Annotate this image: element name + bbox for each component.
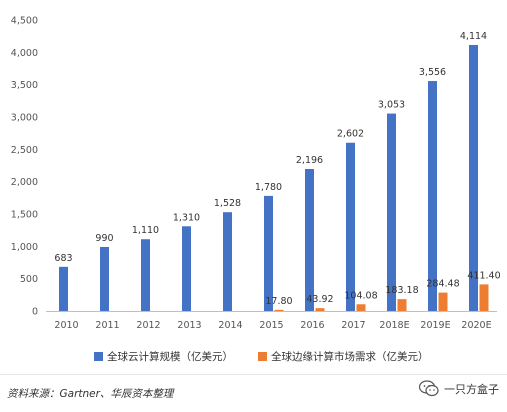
data-label-edge: 183.18 bbox=[385, 285, 418, 296]
x-tick-label: 2011 bbox=[95, 320, 119, 331]
data-labels: 683 990 1,110 1,310 1,528 1,780 17.80 2,196 43.9… bbox=[54, 31, 500, 307]
bar-edge bbox=[315, 308, 325, 311]
data-label-cloud: 4,114 bbox=[460, 31, 487, 42]
y-tick-label: 4,000 bbox=[11, 48, 38, 59]
bar-cloud bbox=[469, 44, 478, 311]
bar-cloud bbox=[59, 266, 68, 311]
bar-cloud bbox=[100, 246, 109, 311]
bars bbox=[59, 44, 489, 312]
data-label-cloud: 990 bbox=[95, 233, 113, 244]
data-label-edge: 17.80 bbox=[265, 296, 292, 307]
bar-cloud bbox=[141, 239, 150, 311]
x-tick-label: 2014 bbox=[218, 320, 242, 331]
wechat-badge: 一只方盒子 bbox=[419, 380, 499, 397]
y-tick-label: 2,000 bbox=[11, 177, 38, 188]
x-tick-label: 2017 bbox=[341, 320, 365, 331]
data-label-edge: 411.40 bbox=[467, 270, 500, 281]
wechat-account-name: 一只方盒子 bbox=[444, 382, 499, 396]
data-label-edge: 284.48 bbox=[426, 279, 459, 290]
legend-label-edge: 全球边缘计算市场需求（亿美元） bbox=[271, 351, 429, 363]
x-tick-label: 2010 bbox=[54, 320, 78, 331]
bar-cloud bbox=[223, 212, 232, 311]
footer-divider bbox=[0, 374, 507, 375]
y-tick-label: 500 bbox=[20, 274, 38, 285]
bar-cloud bbox=[264, 195, 273, 311]
y-tick-label: 1,500 bbox=[11, 210, 38, 221]
x-tick-label: 2018E bbox=[379, 320, 409, 331]
legend-item-edge: 全球边缘计算市场需求（亿美元） bbox=[258, 349, 429, 364]
chart: 0 500 1,000 1,500 2,000 2,500 3,000 3,500 4,000 4… bbox=[11, 16, 501, 332]
legend-swatch-edge bbox=[258, 352, 267, 361]
bar-cloud bbox=[305, 168, 314, 311]
legend-swatch-cloud bbox=[94, 352, 103, 361]
bar-edge bbox=[356, 304, 366, 311]
bar-cloud bbox=[428, 81, 437, 311]
y-tick-label: 2,500 bbox=[11, 145, 38, 156]
data-label-cloud: 3,053 bbox=[378, 100, 405, 111]
x-tick-label: 2012 bbox=[136, 320, 160, 331]
data-label-cloud: 1,528 bbox=[214, 198, 241, 209]
y-tick-label: 3,500 bbox=[11, 80, 38, 91]
wechat-icon bbox=[419, 380, 439, 397]
bar-edge bbox=[397, 299, 407, 311]
data-label-cloud: 1,310 bbox=[173, 212, 200, 223]
bar-edge bbox=[274, 309, 284, 311]
bar-cloud bbox=[346, 142, 355, 311]
y-tick-label: 1,000 bbox=[11, 242, 38, 253]
source-note: 资料来源：Gartner、华辰资本整理 bbox=[7, 388, 174, 400]
x-tick-label: 2019E bbox=[420, 320, 450, 331]
y-tick-label: 3,000 bbox=[11, 113, 38, 124]
y-tick-label: 0 bbox=[32, 307, 38, 318]
x-tick-label: 2020E bbox=[461, 320, 491, 331]
y-axis-ticks: 0 500 1,000 1,500 2,000 2,500 3,000 3,500 4,000 4… bbox=[11, 16, 38, 318]
data-label-edge: 43.92 bbox=[306, 294, 333, 305]
data-label-cloud: 2,602 bbox=[337, 129, 364, 140]
bar-cloud bbox=[387, 113, 396, 312]
x-axis-ticks: 2010 2011 2012 2013 2014 2015 2016 2017 2018E 201… bbox=[54, 320, 491, 331]
bar-edge bbox=[479, 284, 489, 311]
data-label-edge: 104.08 bbox=[344, 290, 377, 301]
x-tick-label: 2016 bbox=[300, 320, 324, 331]
data-label-cloud: 3,556 bbox=[419, 67, 446, 78]
x-tick-label: 2013 bbox=[177, 320, 201, 331]
data-label-cloud: 1,110 bbox=[132, 225, 159, 236]
legend-label-cloud: 全球云计算规模（亿美元） bbox=[107, 351, 233, 363]
legend-item-cloud: 全球云计算规模（亿美元） bbox=[94, 349, 233, 364]
bar-cloud bbox=[182, 226, 191, 311]
y-tick-label: 4,500 bbox=[11, 16, 38, 27]
bar-edge bbox=[438, 292, 448, 311]
x-tick-label: 2015 bbox=[259, 320, 283, 331]
data-label-cloud: 1,780 bbox=[255, 182, 282, 193]
data-label-cloud: 683 bbox=[54, 253, 72, 264]
data-label-cloud: 2,196 bbox=[296, 155, 323, 166]
